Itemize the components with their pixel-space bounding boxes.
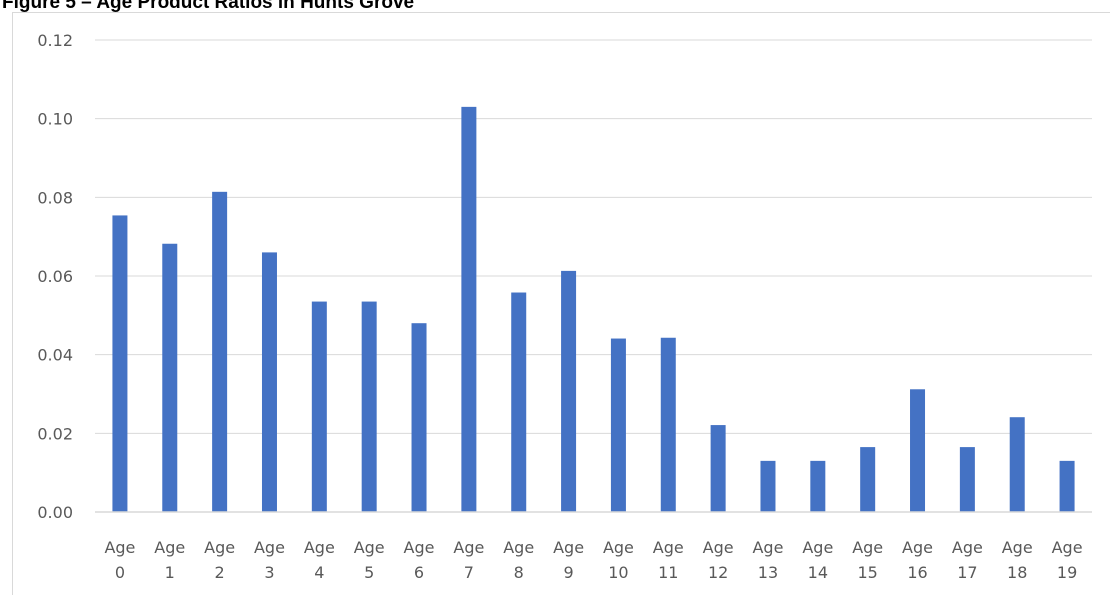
y-tick-label: 0.10 — [37, 110, 73, 129]
x-tick-label: 18 — [1007, 563, 1027, 582]
x-tick-label: Age — [653, 538, 684, 557]
x-tick-label: 5 — [364, 563, 374, 582]
x-tick-label: Age — [1052, 538, 1083, 557]
x-tick-label: 11 — [658, 563, 678, 582]
x-tick-label: 17 — [957, 563, 977, 582]
y-tick-label: 0.04 — [37, 346, 73, 365]
x-tick-label: Age — [503, 538, 534, 557]
bar — [910, 389, 926, 512]
gridlines — [95, 39, 1092, 434]
x-tick-label: 13 — [758, 563, 778, 582]
x-tick-label: 19 — [1057, 563, 1077, 582]
bar — [311, 301, 327, 512]
bar — [810, 460, 826, 512]
x-tick-label: Age — [204, 538, 235, 557]
x-tick-label: 16 — [907, 563, 927, 582]
bar — [660, 337, 676, 512]
bar — [112, 215, 128, 512]
x-tick-label: Age — [703, 538, 734, 557]
figure-title: Figure 5 – Age Product Ratios in Hunts G… — [2, 0, 415, 13]
x-tick-label: Age — [802, 538, 833, 557]
x-axis-labels: Age 0 Age 1 Age 2 Age 3 Age 4 Age 5 Age 6 Age 7 Age 8 Age 9… — [104, 538, 1082, 582]
bar — [411, 323, 427, 512]
x-tick-label: Age — [603, 538, 634, 557]
x-tick-label: Age — [1002, 538, 1033, 557]
x-tick-label: 4 — [314, 563, 324, 582]
x-tick-label: Age — [902, 538, 933, 557]
y-axis-ticks: 0.00 0.02 0.04 0.06 0.08 0.10 0.12 — [37, 31, 73, 522]
x-tick-label: 0 — [115, 563, 125, 582]
x-tick-label: 3 — [264, 563, 274, 582]
x-tick-label: 7 — [464, 563, 474, 582]
y-tick-label: 0.06 — [37, 267, 73, 286]
bar — [261, 252, 277, 512]
x-tick-label: Age — [952, 538, 983, 557]
x-tick-label: Age — [453, 538, 484, 557]
x-tick-label: Age — [404, 538, 435, 557]
x-tick-label: Age — [104, 538, 135, 557]
bar — [361, 301, 377, 512]
x-tick-label: Age — [254, 538, 285, 557]
y-tick-label: 0.12 — [37, 31, 73, 50]
x-tick-label: 10 — [608, 563, 628, 582]
x-tick-label: Age — [752, 538, 783, 557]
x-tick-label: 6 — [414, 563, 424, 582]
bar — [1059, 460, 1075, 512]
x-tick-label: 9 — [563, 563, 573, 582]
x-tick-label: 2 — [215, 563, 225, 582]
bar — [959, 447, 975, 512]
x-tick-label: Age — [852, 538, 883, 557]
x-tick-label: 1 — [165, 563, 175, 582]
bar — [1009, 417, 1025, 512]
x-tick-label: 14 — [808, 563, 828, 582]
bars — [112, 106, 1075, 512]
bar — [610, 338, 626, 512]
x-tick-label: 12 — [708, 563, 728, 582]
x-tick-label: Age — [304, 538, 335, 557]
x-tick-label: Age — [553, 538, 584, 557]
y-tick-label: 0.08 — [37, 188, 73, 207]
bar — [710, 425, 726, 512]
bar — [860, 447, 876, 512]
bar — [162, 243, 178, 512]
x-tick-label: 15 — [857, 563, 877, 582]
bar — [461, 106, 477, 512]
y-tick-label: 0.00 — [37, 503, 73, 522]
chart-frame — [12, 12, 1110, 595]
bar — [212, 191, 228, 512]
x-tick-label: Age — [154, 538, 185, 557]
x-tick-label: 8 — [514, 563, 524, 582]
bar — [760, 460, 776, 512]
bar — [561, 270, 577, 512]
bar — [511, 292, 527, 512]
x-tick-label: Age — [354, 538, 385, 557]
y-tick-label: 0.02 — [37, 424, 73, 443]
